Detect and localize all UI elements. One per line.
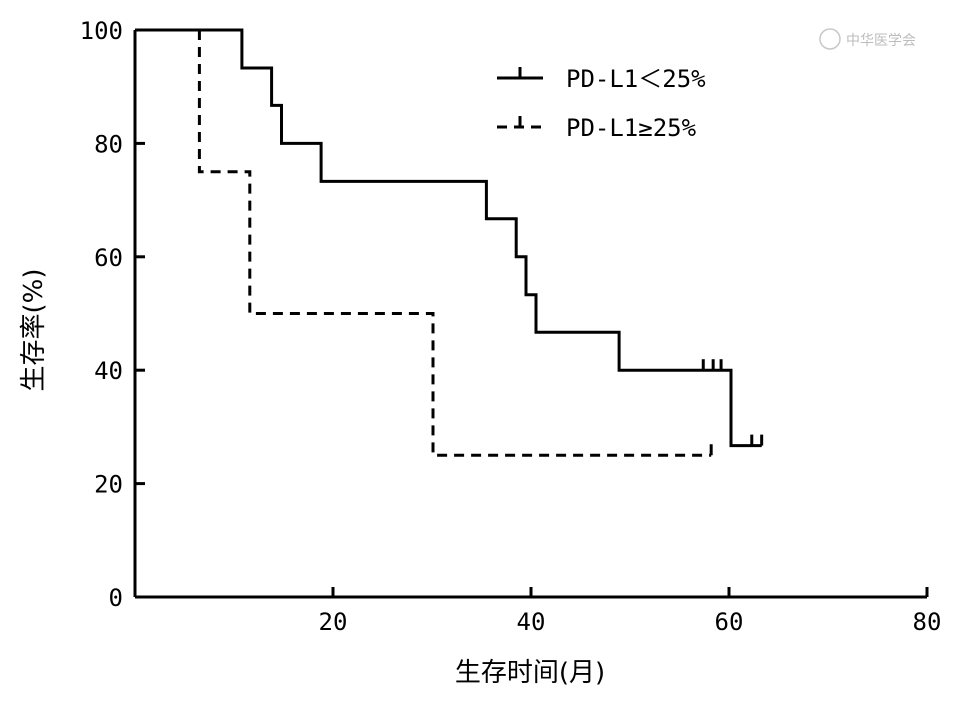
series-line-2 <box>197 30 712 457</box>
legend-label-1: PD-L1＜25% <box>566 65 706 93</box>
x-tick-label: 40 <box>517 608 546 636</box>
y-tick-label: 20 <box>94 471 123 499</box>
watermark-emblem-icon <box>819 28 841 50</box>
y-tick-label: 0 <box>109 584 123 612</box>
series-line-1 <box>135 28 762 448</box>
y-tick-label: 60 <box>94 244 123 272</box>
watermark-text: 中华医学会 <box>846 33 916 49</box>
legend: PD-L1＜25% PD-L1≥25% <box>497 65 706 142</box>
y-tick-label: 100 <box>80 17 123 45</box>
axes <box>133 30 927 599</box>
legend-label-2: PD-L1≥25% <box>566 114 697 142</box>
x-tick-label: 20 <box>319 608 348 636</box>
x-tick-label: 60 <box>715 608 744 636</box>
series-layer <box>135 28 764 457</box>
y-tick-label: 80 <box>94 130 123 158</box>
y-axis-title: 生存率(%) <box>19 269 49 392</box>
x-tick-label: 80 <box>913 608 942 636</box>
x-axis-title: 生存时间(月) <box>455 658 605 688</box>
watermark: 中华医学会 <box>819 28 916 50</box>
y-tick-label: 40 <box>94 357 123 385</box>
axis-ticks: 20 40 60 80 0 20 40 60 80 100 <box>80 17 942 636</box>
